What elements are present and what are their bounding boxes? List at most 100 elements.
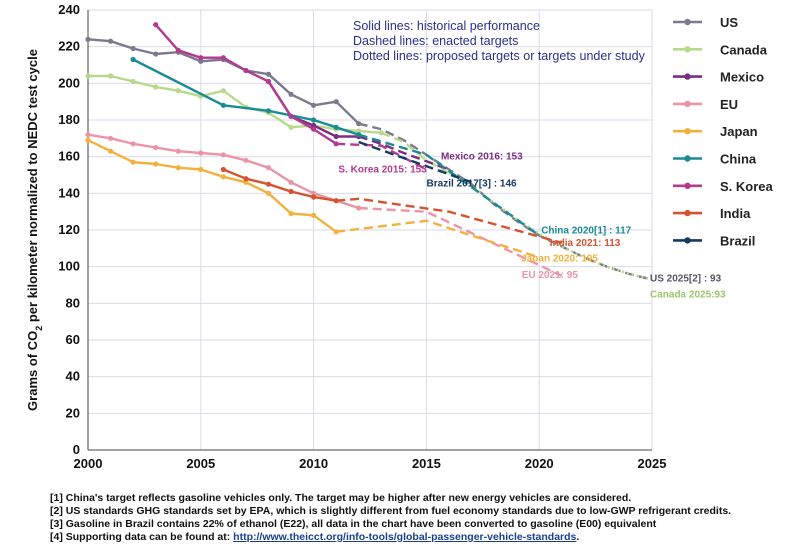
us-point bbox=[198, 58, 204, 64]
s-korea-point bbox=[153, 22, 159, 28]
legend-swatch-marker bbox=[684, 46, 691, 53]
s-korea-point bbox=[288, 113, 294, 119]
legend-item-japan: Japan bbox=[673, 124, 758, 139]
annotation-eu-2021-95: EU 2021: 95 bbox=[522, 270, 579, 281]
series-s-korea bbox=[153, 22, 427, 171]
annotation-mexico-2016-153: Mexico 2016: 153 bbox=[441, 152, 523, 163]
canada-point bbox=[220, 88, 226, 94]
y-tick-label: 60 bbox=[66, 332, 80, 347]
legend-swatch-marker bbox=[684, 237, 691, 244]
legend-item-mexico: Mexico bbox=[673, 70, 764, 85]
legend-label: S. Korea bbox=[720, 179, 774, 194]
india-point bbox=[333, 198, 339, 204]
eu-point bbox=[288, 179, 294, 185]
s-korea-point bbox=[220, 55, 226, 61]
legend-item-us: US bbox=[673, 15, 738, 30]
legend-swatch-marker bbox=[684, 182, 691, 189]
legend-label: China bbox=[720, 152, 757, 167]
japan-point bbox=[107, 148, 114, 154]
legend-item-china: China bbox=[673, 152, 757, 167]
annotations: Mexico 2016: 153 S. Korea 2015: 153Brazil… bbox=[338, 152, 726, 301]
canada-point bbox=[356, 128, 362, 134]
footnote-1: [1] China's target reflects gasoline veh… bbox=[50, 492, 632, 504]
legend-swatch-marker bbox=[684, 18, 691, 26]
supporting-data-link[interactable]: http://www.theicct.org/info-tools/global… bbox=[233, 531, 577, 543]
japan-point bbox=[198, 166, 204, 173]
india-point bbox=[220, 166, 226, 173]
china-point bbox=[311, 117, 317, 123]
s-korea-point bbox=[265, 78, 272, 85]
eu-enacted-line bbox=[358, 206, 563, 277]
us-point bbox=[288, 91, 294, 97]
x-tick-label: 2025 bbox=[638, 456, 667, 471]
footnote-3: [3] Gasoline in Brazil contains 22% of e… bbox=[50, 518, 657, 530]
s-korea-point bbox=[175, 47, 181, 53]
y-tick-label: 80 bbox=[66, 295, 80, 310]
japan-enacted-line bbox=[336, 219, 540, 259]
eu-point bbox=[85, 132, 91, 138]
series-brazil bbox=[358, 140, 472, 184]
canada-point bbox=[153, 84, 159, 90]
eu-point bbox=[175, 148, 181, 154]
eu-point bbox=[153, 144, 159, 151]
y-tick-label: 40 bbox=[66, 369, 80, 384]
eu-point bbox=[130, 141, 136, 147]
mexico-point bbox=[333, 133, 339, 140]
y-tick-label: 140 bbox=[58, 185, 80, 200]
legend-item-brazil: Brazil bbox=[673, 233, 755, 248]
legend-item-eu: EU bbox=[673, 97, 738, 112]
legend-item-s-korea: S. Korea bbox=[673, 179, 774, 194]
s-korea-point bbox=[311, 126, 317, 132]
y-axis-label-subscript: 2 bbox=[34, 326, 44, 331]
eu-point bbox=[311, 190, 317, 196]
india-point bbox=[243, 176, 249, 182]
s-korea-enacted-line bbox=[336, 142, 427, 171]
china-point bbox=[130, 56, 136, 63]
canada-point bbox=[107, 73, 114, 79]
annotation-us-2025-2-93: US 2025[2] : 93 bbox=[650, 274, 722, 285]
india-point bbox=[311, 194, 317, 200]
mexico-enacted-line bbox=[358, 135, 450, 171]
india-historical-line bbox=[222, 168, 337, 202]
annotation-india-2021-113: India 2021: 113 bbox=[550, 238, 621, 249]
eu-point bbox=[243, 157, 249, 163]
us-point bbox=[265, 71, 272, 77]
annotation-s-korea-2015-153: S. Korea 2015: 153 bbox=[338, 165, 427, 176]
japan-point bbox=[153, 161, 159, 167]
s-korea-point bbox=[333, 141, 339, 147]
legend-swatch-marker bbox=[684, 100, 691, 108]
annotation-brazil-2017-3-146: Brazil 2017[3] : 146 bbox=[427, 178, 517, 189]
japan-historical-line bbox=[87, 139, 337, 233]
china-point bbox=[265, 108, 272, 114]
y-tick-label: 20 bbox=[66, 405, 80, 420]
legend-label: Brazil bbox=[720, 233, 755, 248]
legend-swatch-marker bbox=[684, 73, 691, 80]
japan-point bbox=[243, 179, 249, 185]
y-tick-label: 220 bbox=[58, 39, 80, 54]
eu-point bbox=[265, 165, 272, 171]
canada-point bbox=[288, 124, 294, 130]
note-line: Solid lines: historical performance bbox=[353, 19, 540, 33]
annotation-canada-2025-93: Canada 2025:93 bbox=[650, 290, 726, 301]
china-point bbox=[220, 102, 226, 108]
brazil-enacted-line bbox=[358, 140, 472, 184]
legend-label: India bbox=[720, 206, 751, 221]
india-point bbox=[288, 188, 294, 195]
canada-proposed-line bbox=[448, 172, 653, 281]
legend-swatch-marker bbox=[684, 209, 691, 217]
canada-point bbox=[130, 78, 136, 85]
footnote-4-suffix: . bbox=[576, 531, 580, 543]
us-point bbox=[333, 99, 339, 105]
y-axis-label: Grams of CO2 per kilometer normalized to… bbox=[25, 49, 44, 411]
s-korea-point bbox=[243, 67, 249, 74]
y-tick-label: 200 bbox=[58, 75, 80, 90]
y-tick-label: 160 bbox=[58, 149, 80, 164]
y-tick-label: 180 bbox=[58, 112, 80, 127]
legend: US Canada Mexico EU Japan China S. Korea India B… bbox=[673, 15, 774, 248]
y-tick-label: 120 bbox=[58, 222, 80, 237]
legend-label: US bbox=[720, 15, 738, 30]
india-enacted-line bbox=[336, 197, 563, 244]
axes: 0 20 40 60 80 100 120 140 160 180 200 220 240 2000 200… bbox=[58, 2, 666, 471]
legend-swatch-marker bbox=[684, 155, 691, 162]
